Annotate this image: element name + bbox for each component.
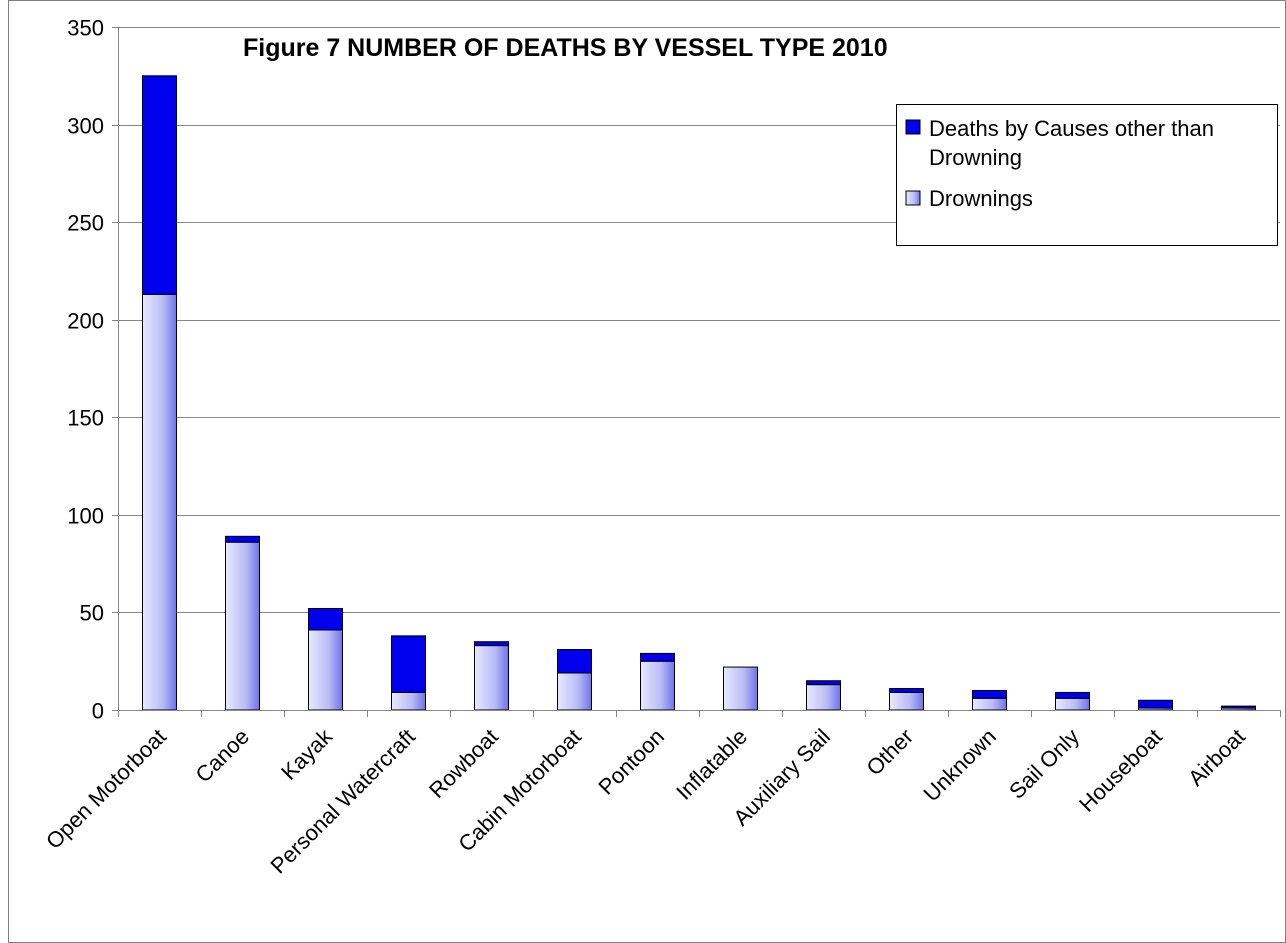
legend-swatch-other-causes <box>905 119 921 135</box>
bar-other-causes <box>308 608 343 631</box>
bar-other-causes <box>806 680 841 686</box>
legend: Deaths by Causes other than Drowning Dro… <box>896 104 1278 246</box>
chart-title: Figure 7 NUMBER OF DEATHS BY VESSEL TYPE… <box>243 34 888 62</box>
legend-box <box>896 104 1278 246</box>
y-tick-labels: 0 50 100 150 200 250 300 350 <box>67 16 104 724</box>
legend-label-other-causes-line1: Deaths by Causes other than <box>929 116 1214 141</box>
bar-drownings <box>972 697 1007 711</box>
y-tick-label: 250 <box>67 211 104 236</box>
bar-other-causes <box>557 649 592 674</box>
y-tick-label: 350 <box>67 16 104 41</box>
y-tick-label: 100 <box>67 504 104 529</box>
legend-label-drownings: Drownings <box>929 186 1033 211</box>
bar-other-causes <box>474 641 509 647</box>
bar-drownings <box>889 691 924 711</box>
y-tick-label: 0 <box>92 699 104 724</box>
y-tick-label: 200 <box>67 309 104 334</box>
bar-drownings <box>391 691 426 711</box>
bar-other-causes <box>1138 699 1173 709</box>
y-tick-label: 300 <box>67 114 104 139</box>
bar-drownings <box>474 645 509 711</box>
bar-drownings <box>142 293 177 711</box>
bar-other-causes <box>1221 705 1256 709</box>
bar-drownings <box>557 672 592 711</box>
bar-other-causes <box>640 652 675 662</box>
axes <box>112 27 1281 717</box>
bar-other-causes <box>225 535 260 543</box>
bar-drownings <box>723 666 758 711</box>
bars <box>142 75 1256 711</box>
bar-other-causes <box>142 75 177 295</box>
bar-other-causes <box>889 688 924 693</box>
bar-drownings <box>806 684 841 711</box>
legend-swatch-drownings <box>905 190 921 206</box>
bar-drownings <box>308 629 343 711</box>
bar-drownings <box>225 541 260 711</box>
bar-other-causes <box>391 635 426 693</box>
y-tick-label: 50 <box>80 601 104 626</box>
bar-drownings <box>640 660 675 711</box>
y-tick-label: 150 <box>67 406 104 431</box>
bar-other-causes <box>1055 691 1090 699</box>
bar-drownings <box>1055 697 1090 711</box>
legend-label-other-causes-line2: Drowning <box>929 145 1022 170</box>
bar-other-causes <box>972 689 1007 699</box>
